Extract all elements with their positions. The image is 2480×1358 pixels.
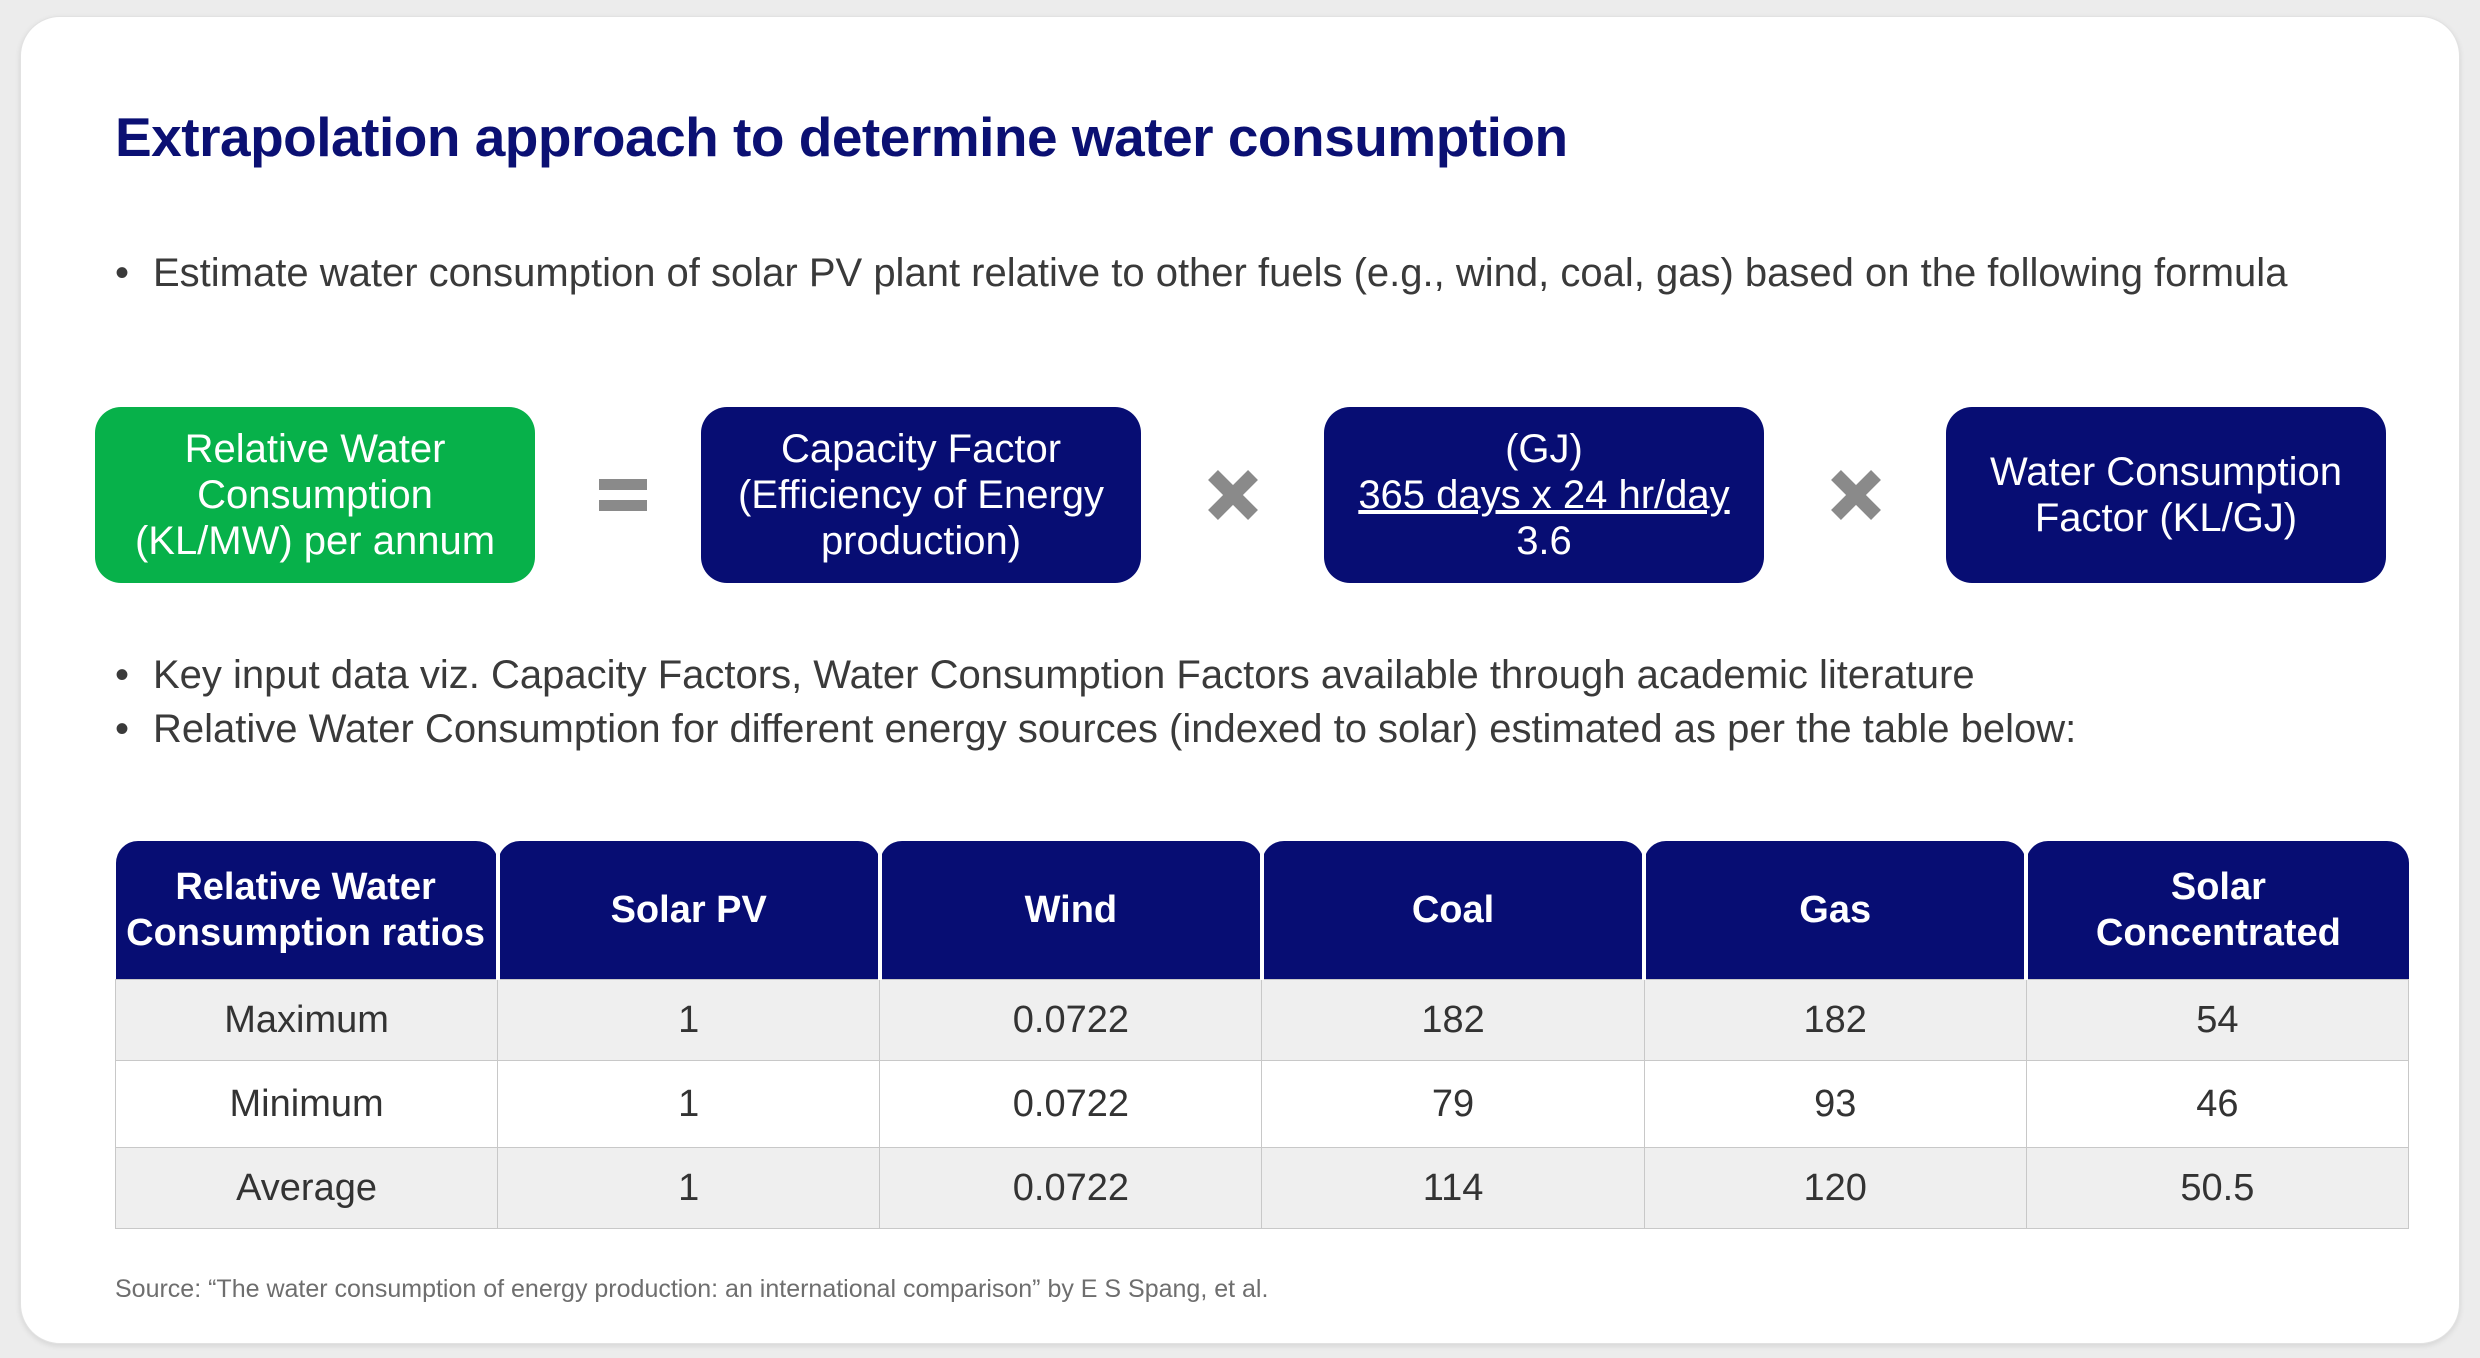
box-line: Factor (KL/GJ) — [2034, 496, 2298, 540]
multiply-icon — [1831, 470, 1881, 520]
box-line: (Efficiency of Energy — [737, 473, 1105, 517]
bullet-relative-table: • Relative Water Consumption for differe… — [115, 707, 2076, 752]
header-line: Solar PV — [610, 889, 767, 931]
header-coal: Coal — [1259, 841, 1645, 980]
box-line: Water Consumption — [1990, 450, 2342, 494]
table-cell: 0.0722 — [879, 979, 1263, 1061]
slide-card: Extrapolation approach to determine wate… — [20, 16, 2460, 1344]
bullet-formula-intro: • Estimate water consumption of solar PV… — [115, 251, 2287, 296]
table-cell: 54 — [2025, 979, 2410, 1061]
table-cell: 93 — [1643, 1060, 2027, 1148]
box-line: production) — [820, 519, 1022, 563]
relative-water-consumption-box: Relative Water Consumption (KL/MW) per a… — [95, 407, 535, 583]
bullet-dot: • — [115, 653, 130, 697]
table-cell: 46 — [2025, 1060, 2410, 1148]
bullet-dot: • — [115, 707, 130, 751]
bullet-text: Relative Water Consumption for different… — [153, 707, 2077, 751]
multiply-icon — [1208, 470, 1258, 520]
header-wind: Wind — [877, 841, 1262, 980]
header-line: Concentrated — [2095, 912, 2341, 954]
page-title: Extrapolation approach to determine wate… — [115, 106, 1568, 168]
table-cell: 182 — [1261, 979, 1645, 1061]
bullet-dot: • — [115, 251, 130, 295]
box-line: 3.6 — [1516, 519, 1572, 563]
box-line: Consumption — [197, 473, 433, 517]
row-label: Maximum — [114, 979, 499, 1061]
table-row: Average 1 0.0722 114 120 50.5 — [114, 1147, 2410, 1229]
bullet-key-input: • Key input data viz. Capacity Factors, … — [115, 653, 1975, 698]
header-line: Coal — [1411, 889, 1495, 931]
table-cell: 120 — [1643, 1147, 2027, 1229]
header-solar-concentrated: Solar Concentrated — [2024, 841, 2409, 980]
capacity-factor-box: Capacity Factor (Efficiency of Energy pr… — [701, 407, 1141, 583]
water-consumption-factor-box: Water Consumption Factor (KL/GJ) — [1946, 407, 2386, 583]
box-line: Capacity Factor — [780, 427, 1062, 471]
box-line: (GJ) — [1505, 427, 1583, 471]
header-line: Consumption ratios — [126, 912, 486, 954]
header-line: Relative Water — [175, 866, 436, 908]
table-cell: 1 — [497, 979, 881, 1061]
table-cell: 0.0722 — [879, 1147, 1263, 1229]
box-line: Relative Water — [184, 427, 446, 471]
header-line: Gas — [1799, 889, 1872, 931]
box-line-underlined: 365 days x 24 hr/day — [1358, 473, 1730, 517]
table-cell: 1 — [497, 1060, 881, 1148]
header-ratios: Relative Water Consumption ratios — [115, 841, 498, 980]
table-cell: 182 — [1643, 979, 2027, 1061]
table-cell: 1 — [497, 1147, 881, 1229]
table-cell: 114 — [1261, 1147, 1645, 1229]
table-header-row: Relative Water Consumption ratios Solar P… — [115, 841, 2409, 980]
row-label: Average — [114, 1147, 499, 1229]
header-gas: Gas — [1642, 841, 2027, 980]
table-cell: 0.0722 — [879, 1060, 1263, 1148]
header-line: Wind — [1024, 889, 1118, 931]
box-line: (KL/MW) per annum — [134, 519, 496, 563]
bullet-text: Estimate water consumption of solar PV p… — [153, 251, 2288, 295]
energy-conversion-box: (GJ) 365 days x 24 hr/day 3.6 — [1324, 407, 1764, 583]
header-line: Solar — [2170, 866, 2266, 908]
equals-icon — [599, 479, 647, 511]
table-cell: 79 — [1261, 1060, 1645, 1148]
row-label: Minimum — [114, 1060, 499, 1148]
table-row: Minimum 1 0.0722 79 93 46 — [114, 1060, 2410, 1148]
source-citation: Source: “The water consumption of energy… — [115, 1275, 1269, 1303]
water-consumption-table: Relative Water Consumption ratios Solar P… — [114, 841, 2410, 1229]
table-cell: 50.5 — [2025, 1147, 2410, 1229]
bullet-text: Key input data viz. Capacity Factors, Wa… — [153, 653, 1975, 697]
header-solar-pv: Solar PV — [495, 841, 880, 980]
table-row: Maximum 1 0.0722 182 182 54 — [114, 979, 2410, 1061]
